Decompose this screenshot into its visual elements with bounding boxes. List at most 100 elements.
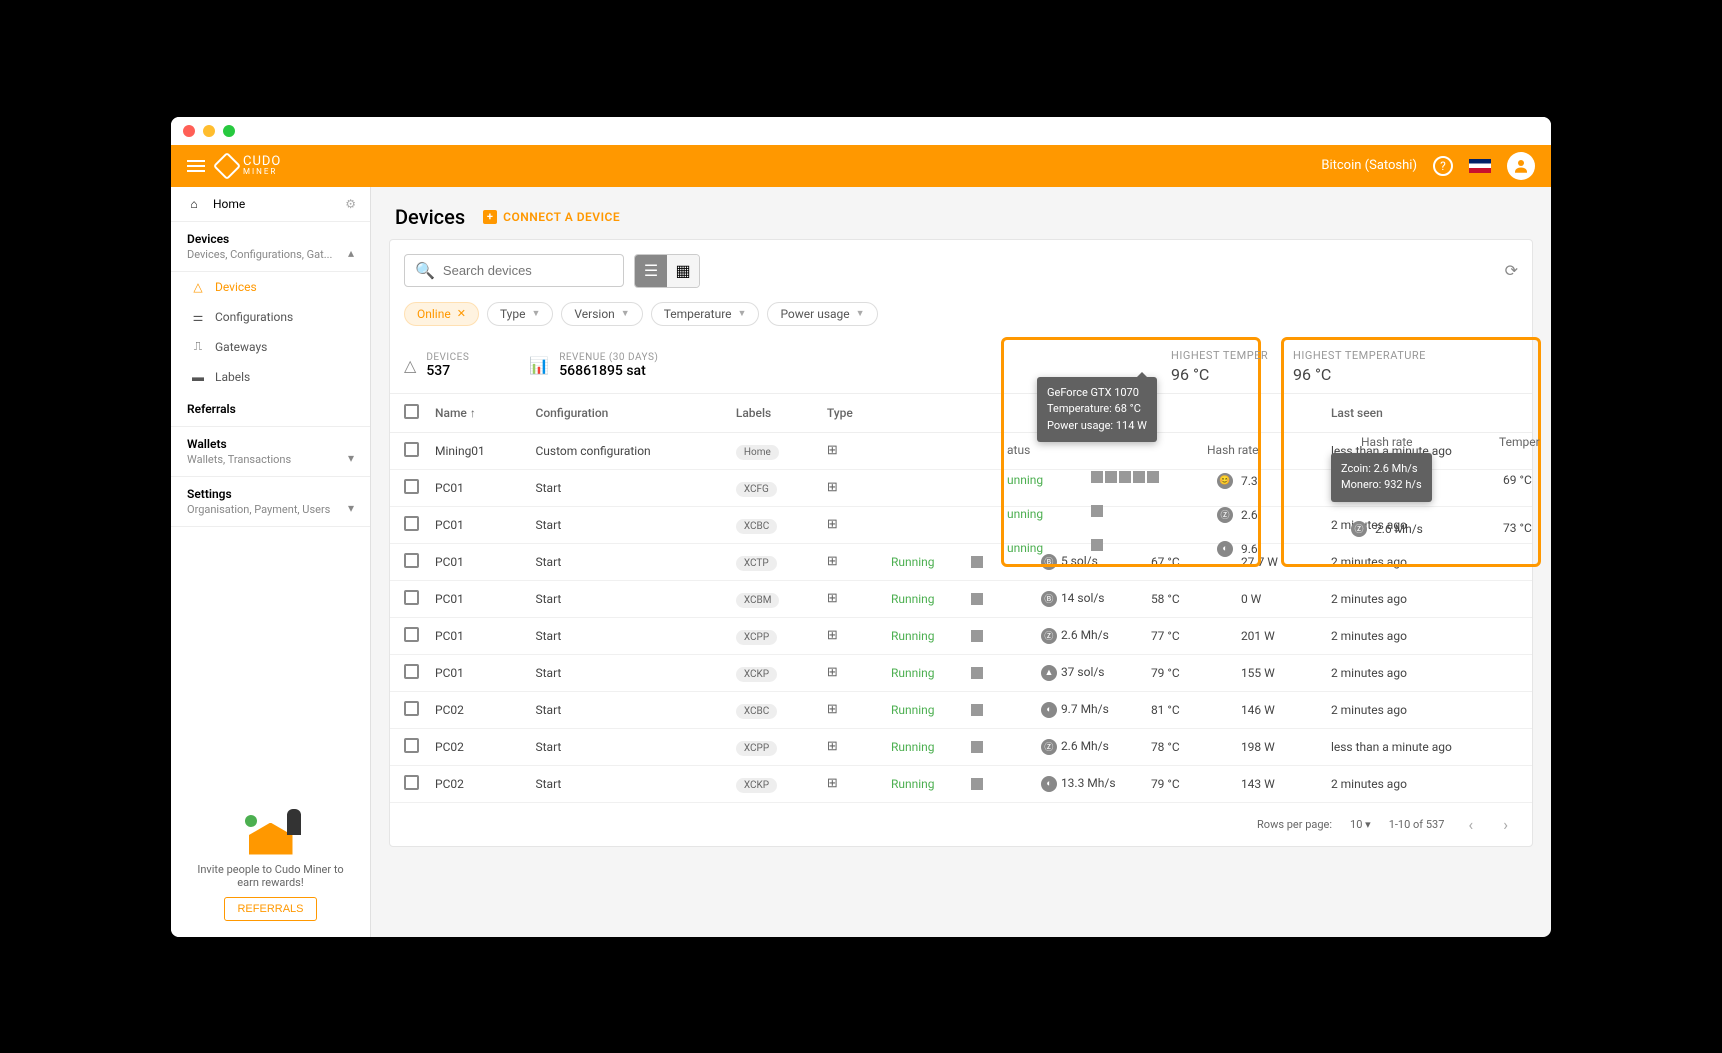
language-flag[interactable] <box>1469 159 1491 173</box>
sidebar-item-label: Gateways <box>215 340 267 354</box>
search-box[interactable]: 🔍 <box>404 254 624 287</box>
overlay-hash: 2.6 Mh/s <box>1375 522 1423 536</box>
chip-label: Type <box>500 307 526 321</box>
referrals-button[interactable]: REFERRALS <box>224 897 316 921</box>
row-checkbox[interactable] <box>404 701 419 716</box>
col-name[interactable]: Name ↑ <box>427 394 527 433</box>
sidebar-item-labels[interactable]: ▬ Labels <box>171 362 370 392</box>
table-row[interactable]: PC01 Start XCTP ⊞ Running Ⓑ5 sol/s 67 °C… <box>390 543 1532 580</box>
cell-hashrate: 13.3 Mh/s <box>1061 776 1116 790</box>
table-row[interactable]: PC01 Start XCKP ⊞ Running ▲37 sol/s 79 °… <box>390 654 1532 691</box>
row-checkbox[interactable] <box>404 738 419 753</box>
col-type[interactable]: Type <box>819 394 883 433</box>
currency-selector[interactable]: Bitcoin (Satoshi) <box>1321 158 1417 173</box>
sidebar-item-gateways[interactable]: ⎍ Gateways <box>171 332 370 362</box>
sliders-icon: ⚌ <box>191 310 205 324</box>
section-sub: Organisation, Payment, Users <box>187 503 354 516</box>
overlay-cell: unning <box>1007 507 1043 521</box>
cell-name: PC01 <box>427 506 527 543</box>
cell-name: PC01 <box>427 617 527 654</box>
table-row[interactable]: PC02 Start XCPP ⊞ Running Ⓩ2.6 Mh/s 78 °… <box>390 728 1532 765</box>
filter-online[interactable]: Online✕ <box>404 302 479 326</box>
sidebar-item-configurations[interactable]: ⚌ Configurations <box>171 302 370 332</box>
stat-devices: △ DEVICES 537 <box>404 352 469 379</box>
cell-temp: 77 °C <box>1143 617 1233 654</box>
search-input[interactable] <box>443 263 619 278</box>
col-labels[interactable]: Labels <box>728 394 819 433</box>
status-badge: Running <box>891 592 935 606</box>
close-icon[interactable]: ✕ <box>457 307 466 320</box>
table-row[interactable]: PC02 Start XCKP ⊞ Running ◐13.3 Mh/s 79 … <box>390 765 1532 802</box>
sidebar-item-label: Devices <box>215 280 257 294</box>
cell-temp: 58 °C <box>1143 580 1233 617</box>
invite-text: Invite people to Cudo Miner to earn rewa… <box>187 863 354 889</box>
row-checkbox[interactable] <box>404 664 419 679</box>
filter-power[interactable]: Power usage▼ <box>767 302 877 326</box>
cell-power: 146 W <box>1233 691 1323 728</box>
cell-name: PC02 <box>427 765 527 802</box>
help-icon[interactable]: ? <box>1433 156 1453 176</box>
sidebar-home[interactable]: ⌂ Home ⚙ <box>171 187 370 222</box>
row-checkbox[interactable] <box>404 553 419 568</box>
page-title: Devices <box>395 205 465 229</box>
label-badge: XCKP <box>736 778 777 793</box>
list-view-button[interactable]: ☰ <box>635 255 667 287</box>
close-window-button[interactable] <box>183 125 195 137</box>
col-last[interactable]: Last seen <box>1323 394 1532 433</box>
cell-temp: 79 °C <box>1143 654 1233 691</box>
row-checkbox[interactable] <box>404 442 419 457</box>
table-row[interactable]: PC01 Start XCBM ⊞ Running Ⓑ14 sol/s 58 °… <box>390 580 1532 617</box>
devices-card: 🔍 ☰ ▦ ⟳ Online✕ Type ▼ Version▼ Temperatu… <box>389 239 1533 847</box>
cell-power: 0 W <box>1233 580 1323 617</box>
gpu-indicator <box>971 630 1025 642</box>
sidebar-settings-section[interactable]: Settings ▾ Organisation, Payment, Users <box>171 477 370 527</box>
row-checkbox[interactable] <box>404 590 419 605</box>
filter-version[interactable]: Version▼ <box>561 302 642 326</box>
col-config[interactable]: Configuration <box>527 394 727 433</box>
table-row[interactable]: PC01 Start XCPP ⊞ Running Ⓩ2.6 Mh/s 77 °… <box>390 617 1532 654</box>
prev-page-button[interactable]: ‹ <box>1462 815 1479 834</box>
next-page-button[interactable]: › <box>1497 815 1514 834</box>
section-title: Wallets <box>187 437 354 451</box>
windows-icon: ⊞ <box>827 554 838 569</box>
cell-hashrate: 9.7 Mh/s <box>1061 702 1109 716</box>
overlay-hash: 2.6 <box>1241 508 1258 522</box>
maximize-window-button[interactable] <box>223 125 235 137</box>
row-checkbox[interactable] <box>404 775 419 790</box>
cell-config: Start <box>527 506 727 543</box>
filter-temperature[interactable]: Temperature▼ <box>651 302 760 326</box>
table-row[interactable]: PC02 Start XCBC ⊞ Running ◐9.7 Mh/s 81 °… <box>390 691 1532 728</box>
filter-type[interactable]: Type ▼ <box>487 302 553 326</box>
logo[interactable]: CUDO MINER <box>217 155 281 176</box>
chevron-down-icon: ▼ <box>531 308 540 319</box>
label-badge: Home <box>736 445 779 460</box>
select-all-checkbox[interactable] <box>404 404 419 419</box>
connect-device-link[interactable]: + CONNECT A DEVICE <box>483 210 620 224</box>
cell-hashrate: 5 sol/s <box>1061 554 1098 568</box>
cell-lastseen: 2 minutes ago <box>1323 654 1532 691</box>
gear-icon[interactable]: ⚙ <box>345 197 356 211</box>
cell-lastseen: 2 minutes ago <box>1323 617 1532 654</box>
topbar: CUDO MINER Bitcoin (Satoshi) ? <box>171 145 1551 187</box>
sidebar-item-devices[interactable]: △ Devices <box>171 272 370 302</box>
minimize-window-button[interactable] <box>203 125 215 137</box>
chevron-down-icon: ▾ <box>348 501 354 515</box>
menu-button[interactable] <box>187 160 205 172</box>
refresh-button[interactable]: ⟳ <box>1505 261 1518 280</box>
sidebar-wallets-section[interactable]: Wallets ▾ Wallets, Transactions <box>171 427 370 477</box>
label-badge: XCBC <box>736 704 777 719</box>
windows-icon: ⊞ <box>827 443 838 458</box>
grid-view-button[interactable]: ▦ <box>667 255 699 287</box>
invite-illustration <box>241 805 301 855</box>
sidebar-referrals[interactable]: Referrals <box>171 392 370 427</box>
cell-power: 198 W <box>1233 728 1323 765</box>
row-checkbox[interactable] <box>404 627 419 642</box>
sidebar-devices-section[interactable]: Devices ▴ Devices, Configurations, Gat..… <box>171 222 370 272</box>
coin-icon: Ⓑ <box>1041 554 1057 570</box>
row-checkbox[interactable] <box>404 516 419 531</box>
user-avatar[interactable] <box>1507 152 1535 180</box>
cell-name: PC02 <box>427 728 527 765</box>
rows-per-page-select[interactable]: 10 ▾ <box>1350 818 1371 831</box>
row-checkbox[interactable] <box>404 479 419 494</box>
windows-icon: ⊞ <box>827 702 838 717</box>
